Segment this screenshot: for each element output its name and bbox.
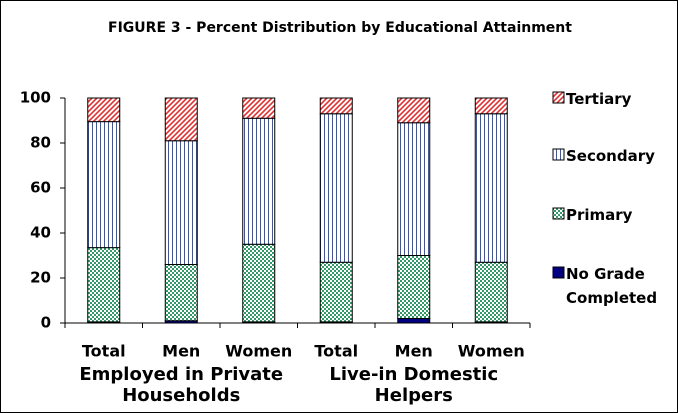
- bar-segment: [397, 97, 431, 124]
- bar-segment: [474, 97, 508, 115]
- bar-segment: [397, 318, 431, 324]
- legend-label: Secondary: [566, 147, 655, 165]
- bar-segment: [242, 117, 276, 245]
- bar-segment: [319, 97, 353, 115]
- y-tick-label: 0: [41, 314, 51, 332]
- legend-swatch: [552, 266, 565, 279]
- legend-label: Primary: [566, 206, 633, 224]
- x-tick-label: Women: [225, 342, 292, 361]
- chart-title: FIGURE 3 - Percent Distribution by Educa…: [108, 20, 572, 36]
- y-tick-label: 60: [30, 179, 51, 197]
- group-label: Employed in Private Households: [79, 364, 284, 406]
- bar-segment: [242, 97, 276, 119]
- bar-segment: [474, 261, 508, 323]
- x-tick-label: Men: [395, 342, 433, 361]
- group-label: Live-in Domestic Helpers: [329, 364, 499, 406]
- legend-swatch: [552, 207, 565, 220]
- bar-segment: [87, 121, 121, 249]
- bar-segment: [242, 243, 276, 323]
- bar-segment: [164, 140, 198, 265]
- x-tick-label: Total: [314, 342, 358, 361]
- x-tick-label: Men: [162, 342, 200, 361]
- bar-segment: [397, 255, 431, 319]
- bar-segment: [87, 247, 121, 323]
- y-tick-label: 20: [30, 269, 51, 287]
- legend-swatch: [552, 91, 565, 104]
- y-tick-label: 80: [30, 134, 51, 152]
- legend-label: Tertiary: [566, 90, 632, 108]
- legend-swatch: [552, 148, 565, 161]
- bar-segment: [319, 113, 353, 263]
- y-tick-label: 40: [30, 224, 51, 242]
- bar-segment: [397, 122, 431, 256]
- y-tick-label: 100: [20, 89, 51, 107]
- bar-segment: [164, 264, 198, 322]
- bar-segment: [164, 97, 198, 142]
- bar-segment: [87, 97, 121, 123]
- bar-segment: [474, 113, 508, 263]
- x-tick-label: Total: [82, 342, 126, 361]
- bar-segment: [319, 261, 353, 323]
- x-tick-label: Women: [458, 342, 525, 361]
- legend-label: No Grade Completed: [566, 265, 658, 307]
